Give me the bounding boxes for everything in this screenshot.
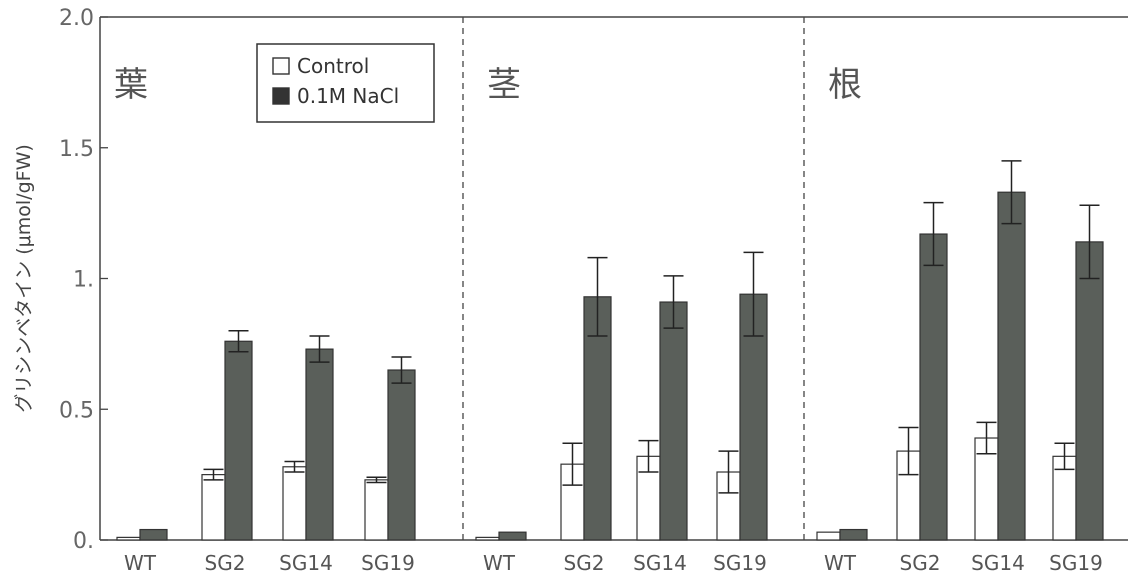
category-label: SG14 [971, 551, 1025, 575]
bar-control [475, 536, 500, 541]
bar-nacl [387, 369, 416, 541]
legend-label: 0.1M NaCl [297, 84, 399, 108]
bar-nacl [919, 233, 948, 541]
category-label: SG2 [900, 551, 941, 575]
category-label: WT [483, 551, 516, 575]
bar-nacl [1075, 241, 1104, 541]
category-label: SG19 [713, 551, 767, 575]
y-tick-label: 0. [73, 529, 94, 554]
panel-label: 葉 [114, 65, 148, 105]
legend-swatch [272, 57, 290, 75]
bar-control [116, 536, 141, 541]
bar-nacl [839, 528, 868, 541]
bar-nacl [139, 528, 168, 541]
bars [116, 160, 1104, 541]
bar-nacl [305, 348, 334, 541]
category-label: WT [824, 551, 857, 575]
legend-label: Control [297, 54, 369, 78]
category-label: SG19 [361, 551, 415, 575]
category-label: SG2 [564, 551, 605, 575]
bar-nacl [997, 191, 1026, 541]
legend-swatch [272, 87, 290, 105]
bar-control [282, 466, 307, 541]
category-label: SG2 [205, 551, 246, 575]
bar-control [201, 474, 226, 541]
y-tick-label: 1. [73, 268, 94, 293]
bar-nacl [659, 301, 688, 541]
plot-frame [99, 16, 1128, 541]
legend-box [256, 43, 435, 123]
legend: Control 0.1M NaCl [256, 43, 435, 123]
y-axis: 0. 0.5 1. 1.5 2.0 グリシンベタイン (μmol/gFW) [13, 6, 108, 554]
panel-label: 茎 [487, 65, 521, 105]
y-tick-label: 1.5 [59, 137, 94, 162]
y-tick-label: 2.0 [59, 6, 94, 31]
category-label: WT [124, 551, 157, 575]
category-label: SG14 [279, 551, 333, 575]
category-label: SG14 [633, 551, 687, 575]
bar-control [816, 531, 841, 541]
bar-nacl [224, 340, 253, 541]
bar-control [364, 479, 389, 541]
y-tick-label: 0.5 [59, 398, 94, 423]
category-labels: 葉 WT SG2 SG14 SG19 茎 WT SG2 SG14 SG19 根 WT SG2 SG14 SG… [114, 65, 1103, 575]
y-axis-label: グリシンベタイン (μmol/gFW) [13, 144, 35, 413]
category-label: SG19 [1049, 551, 1103, 575]
bar-nacl [583, 296, 612, 541]
panel-label: 根 [828, 65, 862, 105]
bar-nacl [498, 531, 527, 541]
